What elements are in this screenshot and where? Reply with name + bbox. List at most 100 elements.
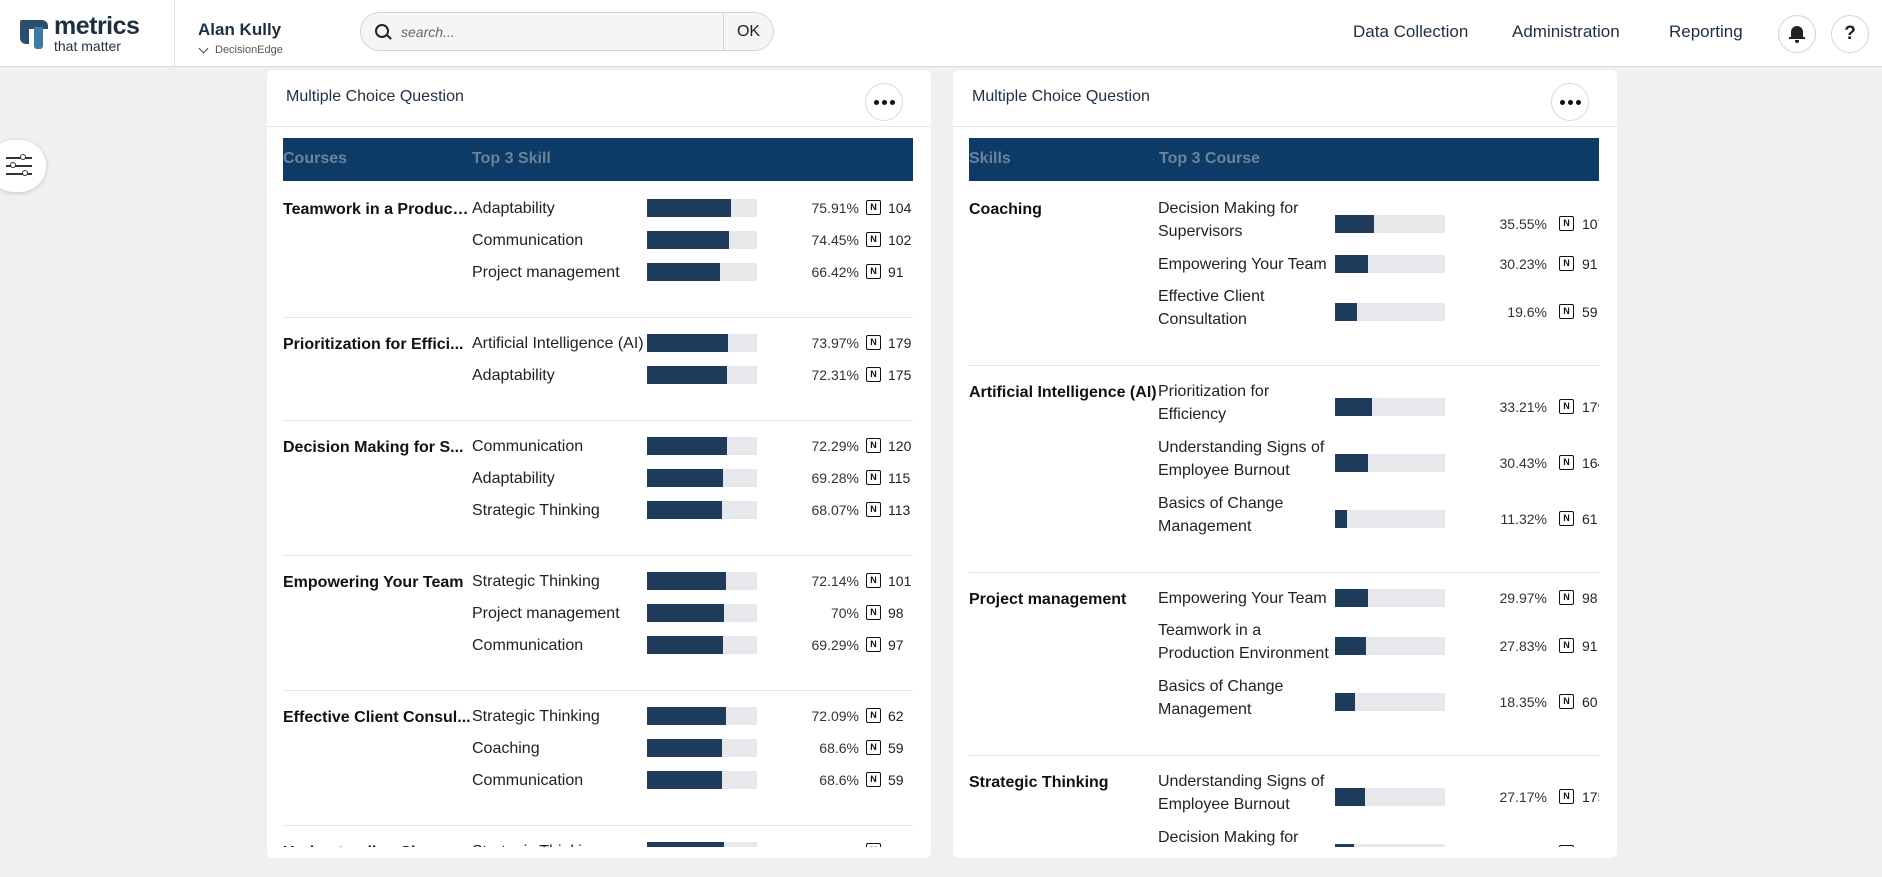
list-item: Communication 68.6% N 59 xyxy=(283,769,913,801)
progress-bar-fill xyxy=(647,636,723,654)
progress-bar xyxy=(1335,398,1445,416)
progress-bar-fill xyxy=(647,707,726,725)
search-icon xyxy=(361,13,401,50)
count-value: 61 xyxy=(1582,511,1598,527)
progress-bar xyxy=(647,842,757,847)
count-value: 120 xyxy=(888,438,912,454)
percentage-value: 75.91% xyxy=(811,200,859,216)
percentage-value: 30.43% xyxy=(1499,455,1547,471)
search-bar: OK xyxy=(360,12,774,51)
list-item: Coaching 68.6% N 59 xyxy=(283,737,913,769)
list-item: Project management 66.42% N 91 xyxy=(283,261,913,293)
count-value: 98 xyxy=(888,605,904,621)
count-value: 179 xyxy=(888,335,912,351)
progress-bar-fill xyxy=(1335,589,1368,607)
bell-icon xyxy=(1789,25,1805,43)
progress-bar-fill xyxy=(1335,788,1365,806)
item-label: Communication xyxy=(472,637,584,654)
list-item: Effective Client Consultation 19.6% N 59 xyxy=(969,285,1599,341)
progress-bar xyxy=(647,199,757,217)
count-n-icon: N xyxy=(866,637,881,652)
list-item: Adaptability 69.28% N 115 xyxy=(283,467,913,499)
percentage-value: 17.55% xyxy=(1477,845,1547,847)
percentage-value: 68.07% xyxy=(811,502,859,518)
count-n-icon: N xyxy=(1559,694,1574,709)
item-label: Understanding Signs of Employee Burnout xyxy=(1158,439,1325,479)
search-input[interactable] xyxy=(401,13,723,50)
table-body: Teamwork in a Product... Adaptability 75.9… xyxy=(283,183,913,847)
panel-divider xyxy=(953,126,1617,127)
progress-bar xyxy=(1335,637,1445,655)
percentage-value: 18.35% xyxy=(1499,694,1547,710)
question-panel-1: Multiple Choice Question Courses Top 3 S… xyxy=(267,70,931,858)
list-item: Basics of Change Management 18.35% N 60 xyxy=(969,675,1599,731)
percentage-value: 69.29% xyxy=(811,637,859,653)
table-header: Skills Top 3 Course xyxy=(969,138,1599,181)
count-n-icon: N xyxy=(866,438,881,453)
progress-bar-fill xyxy=(1335,215,1374,233)
progress-bar-fill xyxy=(647,231,729,249)
progress-bar xyxy=(647,366,757,384)
item-label: Decision Making for Supervisors xyxy=(1158,829,1299,846)
progress-bar-fill xyxy=(647,572,726,590)
column-header-secondary: Top 3 Course xyxy=(1159,150,1261,167)
list-item: Strategic Thinking N xyxy=(283,840,913,847)
count-value: 60 xyxy=(1582,694,1598,710)
count-n-icon: N xyxy=(866,264,881,279)
progress-bar xyxy=(647,263,757,281)
item-label: Effective Client Consultation xyxy=(1158,288,1265,328)
count-value: 97 xyxy=(888,637,904,653)
row-divider xyxy=(969,572,1599,573)
count-n-icon: N xyxy=(1559,789,1574,804)
count-n-icon: N xyxy=(866,708,881,723)
count-n-icon: N xyxy=(866,740,881,755)
progress-bar xyxy=(1335,303,1445,321)
header-divider xyxy=(174,0,175,67)
panel-menu-button[interactable] xyxy=(865,83,903,121)
filter-panel-toggle[interactable] xyxy=(0,140,46,192)
count-n-icon: N xyxy=(866,502,881,517)
count-value: 91 xyxy=(1582,256,1598,272)
progress-bar-fill xyxy=(647,437,727,455)
panel-menu-button[interactable] xyxy=(1551,83,1589,121)
count-n-icon: N xyxy=(1559,216,1574,231)
logo-mark-icon xyxy=(20,14,48,50)
search-ok-button[interactable]: OK xyxy=(723,13,773,50)
notifications-button[interactable] xyxy=(1778,15,1816,53)
item-label: Understanding Signs of Employee Burnout xyxy=(1158,773,1325,813)
user-switcher[interactable]: Alan Kully DecisionEdge xyxy=(198,20,283,56)
progress-bar xyxy=(647,469,757,487)
count-n-icon: N xyxy=(1559,304,1574,319)
nav-reporting[interactable]: Reporting xyxy=(1669,22,1743,41)
count-n-icon: N xyxy=(866,772,881,787)
progress-bar xyxy=(647,707,757,725)
percentage-value: 68.6% xyxy=(819,772,859,788)
progress-bar-fill xyxy=(647,739,722,757)
percentage-value: 69.28% xyxy=(811,470,859,486)
count-value: 104 xyxy=(888,200,912,216)
progress-bar-fill xyxy=(1335,255,1368,273)
percentage-value: 72.09% xyxy=(811,708,859,724)
percentage-value: 30.23% xyxy=(1499,256,1547,272)
count-n-icon: N xyxy=(1559,455,1574,470)
progress-bar-fill xyxy=(647,501,722,519)
nav-administration[interactable]: Administration xyxy=(1512,22,1620,41)
list-item: Understanding Signs of Employee Burnout 3… xyxy=(969,436,1599,492)
column-header-primary: Courses xyxy=(283,150,348,167)
panel-title: Multiple Choice Question xyxy=(972,88,1150,105)
percentage-value: 27.83% xyxy=(1499,638,1547,654)
count-n-icon: N xyxy=(866,232,881,247)
row-divider xyxy=(969,755,1599,756)
help-button[interactable]: ? xyxy=(1831,15,1869,53)
count-value: 101 xyxy=(888,573,912,589)
progress-bar-fill xyxy=(1335,693,1355,711)
count-n-icon: N xyxy=(866,573,881,588)
nav-data-collection[interactable]: Data Collection xyxy=(1353,22,1469,41)
progress-bar-fill xyxy=(1335,637,1366,655)
logo[interactable]: metrics that matter xyxy=(20,14,140,53)
count-value: 164 xyxy=(1582,455,1599,471)
panel-divider xyxy=(267,126,931,127)
table-row-group: Teamwork in a Product... Adaptability 75.9… xyxy=(283,183,913,318)
item-label: Strategic Thinking xyxy=(472,840,672,847)
percentage-value: 70% xyxy=(830,605,859,621)
